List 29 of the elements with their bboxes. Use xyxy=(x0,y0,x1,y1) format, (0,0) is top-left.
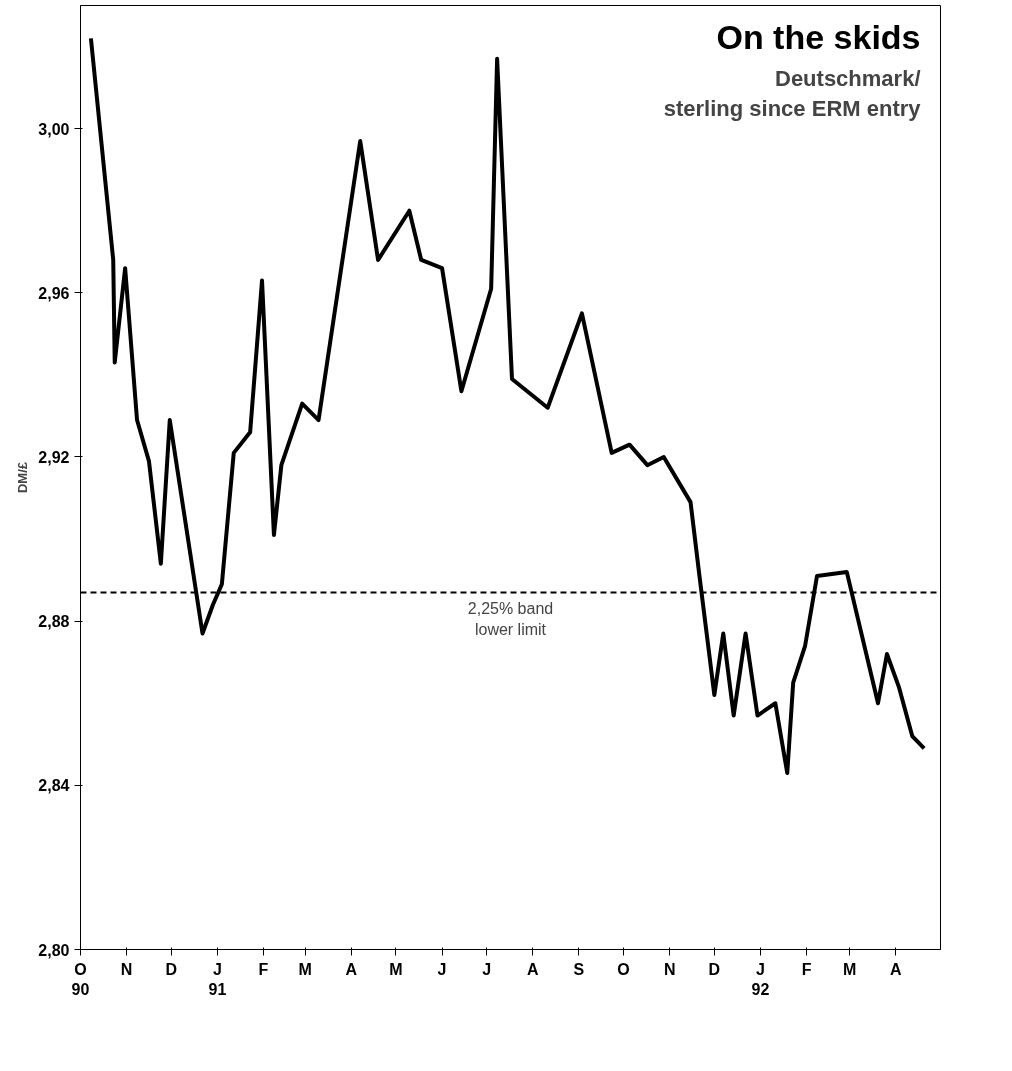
text: Deutschmark/ sterling since ERM entry xyxy=(663,65,922,121)
x-tick-label: J xyxy=(437,960,447,978)
y-tick-label: 2,80 xyxy=(38,941,70,959)
y-tick-label: 2,92 xyxy=(38,448,70,466)
chart-title: On the skids xyxy=(716,17,921,56)
y-tick-label: 2,84 xyxy=(38,777,70,795)
y-tick-label: 2,96 xyxy=(38,284,70,302)
x-tick-label: O xyxy=(617,960,630,978)
x-tick-label: A xyxy=(527,960,540,978)
y-tick-label: 3,00 xyxy=(38,120,70,138)
x-tick-label: M xyxy=(298,960,312,978)
y-tick-label: 2,88 xyxy=(38,613,70,631)
y-axis-title: DM/£ xyxy=(15,461,31,494)
x-tick-label: S xyxy=(573,960,585,978)
x-tick-label: J 91 xyxy=(208,960,227,998)
x-tick-label: A xyxy=(890,960,903,978)
x-tick-label: N xyxy=(120,960,133,978)
ref-line-label: 2,25% band lower limit xyxy=(467,600,554,638)
x-tick-label: F xyxy=(258,960,269,978)
x-tick-label: F xyxy=(801,960,812,978)
x-tick-label: M xyxy=(843,960,857,978)
x-tick-label: A xyxy=(345,960,358,978)
x-tick-label: M xyxy=(389,960,403,978)
x-tick-label: N xyxy=(663,960,676,978)
x-tick-label: J xyxy=(482,960,492,978)
x-tick-label: J 92 xyxy=(751,960,770,998)
x-tick-label: D xyxy=(165,960,178,978)
x-tick-label: O 90 xyxy=(71,960,90,998)
x-tick-label: D xyxy=(708,960,721,978)
